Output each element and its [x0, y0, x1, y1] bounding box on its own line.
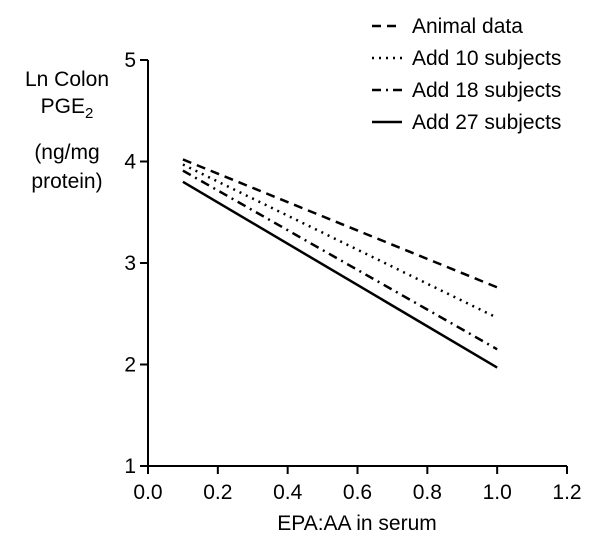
legend-label-2: Add 10 subjects: [412, 47, 561, 70]
series-lines: [182, 158, 498, 369]
x-tick-label: 1.0: [483, 481, 512, 504]
x-tick-label: 1.2: [552, 481, 581, 504]
x-tick-label: 0.6: [343, 481, 372, 504]
y-tick-label: 2: [124, 354, 136, 377]
y-axis-label-line-3: (ng/mg: [34, 141, 99, 164]
y-tick-label: 4: [124, 151, 136, 174]
y-axis-label-line-1: Ln Colon: [25, 68, 109, 91]
x-tick-label: 0.8: [413, 481, 442, 504]
y-axis-label: Ln Colon PGE2 (ng/mg protein): [25, 68, 109, 193]
legend: Animal data Add 10 subjects Add 18 subject…: [372, 15, 561, 134]
x-axis-label: EPA:AA in serum: [277, 512, 437, 535]
y-axis-label-pge: PGE: [41, 95, 85, 118]
y-ticks: 1 2 3 4 5: [124, 49, 148, 478]
y-axis-label-subscript: 2: [85, 105, 93, 122]
series-line-3: [182, 169, 498, 351]
legend-label-3: Add 18 subjects: [412, 79, 561, 102]
legend-label-4: Add 27 subjects: [412, 111, 561, 134]
x-tick-label: 0.0: [133, 481, 162, 504]
y-tick-label: 3: [124, 252, 136, 275]
x-ticks: 0.0 0.2 0.4 0.6 0.8 1.0 1.2: [133, 466, 582, 504]
y-tick-label: 5: [124, 49, 136, 72]
x-tick-label: 0.2: [203, 481, 232, 504]
series-line-4: [182, 180, 498, 369]
y-axis-label-line-4: protein): [31, 170, 102, 193]
legend-label-1: Animal data: [412, 15, 523, 38]
series-line-1: [182, 158, 498, 289]
y-axis-label-line-2: PGE2: [41, 95, 94, 122]
x-tick-label: 0.4: [273, 481, 303, 504]
y-tick-label: 1: [124, 455, 136, 478]
series-line-2: [182, 163, 498, 319]
